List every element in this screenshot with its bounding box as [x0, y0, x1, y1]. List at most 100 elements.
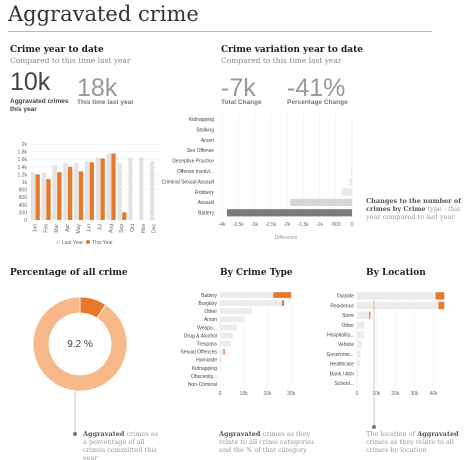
by-location-x-tick: 20k	[391, 391, 400, 397]
by-location-title: By Location	[366, 268, 426, 278]
variation-category-label: Stalking	[196, 127, 214, 133]
by-type-x-tick: 20k	[263, 391, 272, 397]
by-type-x-tick: 10k	[240, 391, 249, 397]
variation-category-label: Arson	[201, 138, 214, 144]
percentage-change-value: -41%	[287, 74, 346, 102]
monthly-bar-this-year	[57, 172, 62, 220]
monthly-bar-last-year	[139, 157, 144, 220]
by-location-note-bold: Aggravated	[417, 430, 459, 438]
by-location-x-tick: 40k	[430, 391, 439, 397]
by-type-x-tick: 30k	[287, 391, 296, 397]
monthly-y-tick: 400	[19, 203, 28, 209]
by-type-bar-all	[220, 340, 231, 347]
by-location-category-label: School...	[335, 381, 354, 387]
variation-category-label: Battery	[198, 211, 214, 217]
percentage-title: Percentage of all crime	[10, 268, 128, 278]
by-type-category-label: Weapo...	[197, 325, 217, 331]
by-type-category-label: Arson	[204, 317, 217, 323]
monthly-x-tick: Oct	[130, 223, 136, 231]
variation-x-tick: 0	[351, 222, 354, 228]
variation-note: Changes to the number of crimes by Crime…	[366, 197, 466, 221]
by-type-bar-all	[220, 292, 292, 298]
by-location-category-label: Healthcare	[330, 362, 354, 368]
monthly-bar-last-year	[52, 164, 57, 220]
by-location-category-label: Store	[342, 313, 354, 319]
variation-x-tick: -3k	[251, 222, 258, 228]
by-location-bar-all	[357, 369, 359, 378]
by-type-bar-all	[220, 348, 225, 355]
by-location-chart: Outside Residence Store Other Hospitality...…	[326, 291, 445, 397]
by-type-bar-all	[220, 365, 221, 371]
location-leader	[372, 300, 376, 429]
monthly-x-tick: Jul	[97, 224, 103, 230]
monthly-y-tick: 600	[19, 195, 28, 201]
variation-category-label: Sex Offense	[187, 148, 215, 154]
share-donut-chart: 9.2 %	[32, 296, 128, 436]
monthly-bar-last-year	[117, 163, 122, 220]
monthly-y-tick: 1.2k	[18, 172, 28, 178]
page-title: Aggravated crime	[8, 2, 199, 26]
monthly-x-tick: Jan	[32, 224, 38, 232]
percentage-note-bold: Aggravated	[83, 430, 125, 438]
monthly-x-tick: Sep	[119, 224, 125, 233]
by-location-bar-all	[357, 301, 445, 310]
by-location-note-pre: The location of	[366, 430, 418, 438]
monthly-bar-last-year	[128, 157, 133, 220]
by-location-bar-all	[357, 292, 445, 300]
monthly-x-tick: Mar	[54, 224, 60, 233]
by-location-category-label: Outside	[337, 294, 354, 300]
by-location-category-label: Hospitality...	[327, 332, 354, 338]
title-divider	[8, 31, 432, 32]
monthly-x-tick: May	[76, 224, 82, 234]
monthly-y-tick: 1.8k	[18, 150, 28, 156]
monthly-bar-this-year	[35, 174, 40, 220]
by-location-x-tick: 30k	[410, 391, 419, 397]
last-year-label: This time last year	[77, 99, 134, 106]
by-type-category-label: Drug & Alcohol	[184, 333, 217, 339]
monthly-y-tick: 1.4k	[18, 165, 28, 171]
legend-last-year-label: Last Year	[62, 240, 83, 246]
crime-ytd-subtitle: Compared to this time last year	[10, 56, 131, 65]
by-type-category-label: Other	[204, 309, 217, 315]
variation-x-tick: -1.5k	[298, 222, 310, 228]
variation-bar	[349, 178, 352, 186]
by-location-bar-all	[357, 331, 364, 339]
variation-x-tick: -4k	[219, 222, 226, 228]
variation-bar	[290, 198, 352, 206]
by-type-category-label: Battery	[201, 293, 217, 299]
monthly-bar-last-year	[74, 163, 79, 220]
variation-category-label: Kidnapping	[189, 117, 214, 123]
monthly-bar-this-year	[100, 158, 105, 220]
by-location-category-label: Governme...	[326, 352, 354, 358]
by-location-bar-all	[357, 321, 365, 329]
variation-category-label: Robbery	[195, 190, 214, 196]
monthly-x-tick: Apr	[65, 224, 71, 232]
by-location-bar-aggravated	[369, 311, 371, 319]
by-type-bar-aggravated	[273, 292, 292, 298]
by-type-note: Aggravated crimes as they relate to all …	[219, 430, 319, 454]
by-location-category-label: Vehicle	[338, 342, 354, 348]
crime-ytd-title: Crime year to date	[10, 45, 104, 55]
by-type-bar-aggravated	[223, 348, 225, 355]
variation-bar	[351, 157, 352, 165]
by-location-bar-all	[357, 360, 360, 368]
variation-note-rest: type - this year compared to last year	[366, 205, 461, 221]
by-location-x-tick: 0	[356, 391, 359, 397]
variation-bar	[351, 167, 352, 175]
monthly-y-tick: 1.6k	[18, 157, 28, 163]
by-type-category-label: Non-Criminal	[188, 382, 217, 388]
monthly-bar-last-year	[63, 163, 68, 220]
total-change-label: Total Change	[221, 99, 262, 106]
monthly-bar-this-year	[111, 153, 116, 220]
location-leader-dot	[372, 425, 376, 429]
by-location-bar-aggravated	[435, 292, 445, 300]
by-type-bar-all	[220, 316, 245, 323]
donut-slice-other	[32, 296, 128, 392]
by-type-note-rest: crimes as they relate to all crime categ…	[219, 430, 315, 454]
by-type-category-label: Obscenity...	[191, 374, 217, 380]
monthly-y-tick: 0	[24, 218, 27, 224]
monthly-y-tick: 1k	[22, 180, 28, 186]
monthly-bar-this-year	[46, 178, 51, 220]
monthly-bar-last-year	[95, 157, 101, 220]
